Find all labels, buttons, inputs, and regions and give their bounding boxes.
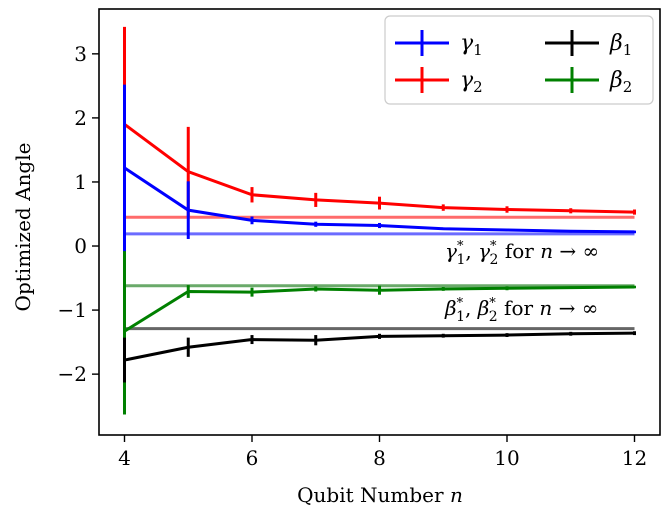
x-tick-label-10: 10 [494, 446, 519, 470]
legend-label-γ2: γ2 [460, 68, 483, 96]
x-tick-label-6: 6 [246, 446, 259, 470]
series-layer [123, 26, 636, 415]
y-axis-title: Optimized Angle [11, 143, 35, 312]
series-β2 [123, 247, 636, 415]
x-tick-label-8: 8 [373, 446, 386, 470]
y-tick-label--2: −2 [58, 362, 87, 386]
x-tick-label-4: 4 [118, 446, 131, 470]
annotations: γ* 1, γ* 2 for n → ∞ β* 1, β* 2 for n → ∞ [444, 239, 599, 325]
x-axis-title-text: Qubit Number [297, 483, 444, 507]
legend-box [384, 15, 654, 105]
legend-item-β1: β1 [545, 30, 632, 59]
y-tick-label--1: −1 [58, 298, 87, 322]
legend-item-γ2: γ2 [395, 67, 483, 96]
legend-item-γ1: γ1 [395, 30, 483, 59]
legend-label-γ1: γ1 [460, 31, 483, 59]
x-axis-title: Qubit Number n [297, 483, 463, 507]
series-β1 [123, 331, 636, 383]
y-tick-label-3: 3 [74, 42, 87, 66]
y-tick-label-1: 1 [74, 170, 87, 194]
y-tick-label-2: 2 [74, 106, 87, 130]
legend-item-β2: β2 [545, 67, 632, 96]
annotation-gamma-limit: γ* 1, γ* 2 for n → ∞ [445, 239, 599, 268]
y-tick-label-0: 0 [74, 234, 87, 258]
x-axis-title-var: n [450, 483, 463, 507]
legend-label-β2: β2 [609, 68, 632, 96]
annotation-beta-limit: β* 1, β* 2 for n → ∞ [444, 296, 598, 325]
x-tick-label-12: 12 [622, 446, 647, 470]
series-γ1 [123, 84, 636, 252]
legend-label-β1: β1 [609, 31, 632, 59]
legend: γ1 γ2 β1 β2 [384, 15, 654, 105]
